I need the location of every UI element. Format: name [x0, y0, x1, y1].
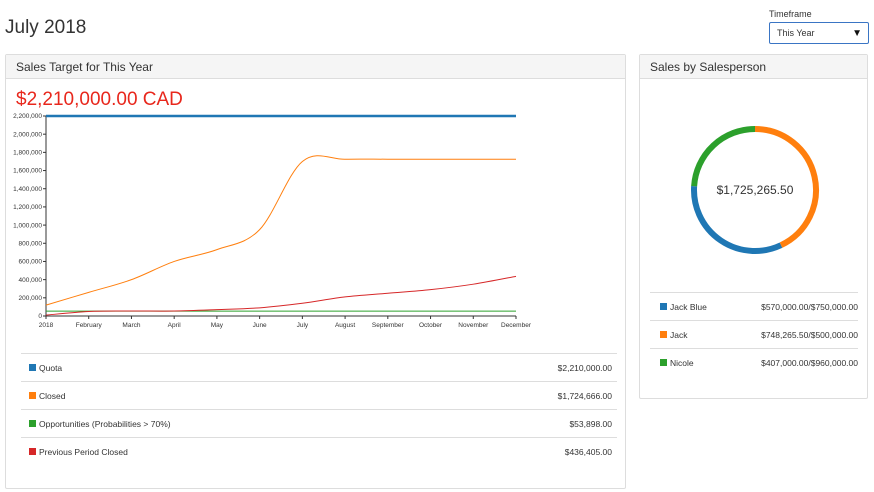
salesperson-header: Sales by Salesperson [640, 55, 867, 79]
y-tick-label: 0 [38, 313, 42, 320]
salesperson-row: Nicole $407,000.00/$960,000.00 [650, 348, 858, 376]
y-tick-label: 1,600,000 [13, 168, 42, 175]
y-tick-label: 800,000 [19, 240, 43, 247]
x-tick-label: May [211, 322, 224, 329]
sales-target-header: Sales Target for This Year [6, 55, 625, 79]
x-tick-label: December [501, 322, 532, 329]
salesperson-swatch [660, 303, 667, 310]
chevron-down-icon: ▼ [852, 27, 862, 39]
legend-swatch [29, 364, 36, 371]
page-title: July 2018 [5, 17, 87, 38]
y-tick-label: 600,000 [19, 259, 43, 266]
y-tick-label: 1,000,000 [13, 222, 42, 229]
salesperson-value: $570,000.00/$750,000.00 [761, 301, 858, 312]
salesperson-value: $407,000.00/$960,000.00 [761, 357, 858, 368]
sales-target-chart: 0 200,000 400,000 600,000 800,000 1,000,000 1,… [13, 113, 532, 329]
legend-swatch [29, 448, 36, 455]
legend-value: $436,405.00 [564, 446, 612, 457]
series-line-previous-period-closed [45, 275, 517, 316]
series-line-closed [45, 155, 516, 306]
salesperson-name: Jack [670, 329, 688, 340]
legend-value: $1,724,666.00 [557, 390, 612, 401]
y-tick-label: 400,000 [19, 277, 43, 284]
x-tick-label: February [76, 322, 103, 329]
x-tick-label: June [253, 322, 267, 329]
salesperson-row: Jack $748,265.50/$500,000.00 [650, 320, 858, 348]
legend-label: Previous Period Closed [39, 446, 128, 457]
salesperson-name: Nicole [670, 357, 694, 368]
legend-entry: Closed [29, 391, 65, 401]
y-tick-label: 200,000 [19, 295, 43, 302]
legend-swatch [29, 420, 36, 427]
legend-entry: Opportunities (Probabilities > 70%) [29, 419, 171, 429]
sales-target-value: $2,210,000.00 CAD [16, 89, 183, 110]
salesperson-swatch [660, 331, 667, 338]
x-tick-label: November [458, 322, 489, 329]
legend-row: Closed $1,724,666.00 [21, 381, 617, 409]
donut-slice-nicole [691, 126, 756, 187]
legend-entry: Quota [29, 363, 62, 373]
salesperson-value: $748,265.50/$500,000.00 [761, 329, 858, 340]
x-tick-label: August [335, 322, 355, 329]
salesperson-entry: Nicole [660, 358, 694, 368]
timeframe-control: Timeframe This Year ▼ [769, 9, 869, 44]
legend-value: $2,210,000.00 [557, 362, 612, 373]
legend-label: Closed [39, 390, 66, 401]
salesperson-entry: Jack [660, 330, 687, 340]
salesperson-donut-chart: $1,725,265.50 [691, 126, 819, 254]
legend-row: Previous Period Closed $436,405.00 [21, 437, 617, 465]
legend-swatch [29, 392, 36, 399]
x-tick-label: 2018 [39, 322, 54, 329]
timeframe-label: Timeframe [769, 9, 812, 19]
legend-value: $53,898.00 [569, 418, 612, 429]
salesperson-name: Jack Blue [670, 301, 707, 312]
y-tick-label: 1,400,000 [13, 186, 42, 193]
legend-row: Opportunities (Probabilities > 70%) $53,8… [21, 409, 617, 437]
x-tick-label: March [122, 322, 140, 329]
y-tick-label: 2,000,000 [13, 131, 42, 138]
legend-label: Quota [39, 362, 63, 373]
x-tick-label: October [419, 322, 443, 329]
donut-slice-jack-blue [691, 185, 783, 254]
x-tick-label: July [297, 322, 309, 329]
y-tick-label: 2,200,000 [13, 113, 42, 120]
timeframe-selected-value: This Year [777, 28, 815, 38]
legend-row: Quota $2,210,000.00 [21, 353, 617, 381]
sales-target-panel: Sales Target for This Year $2,210,000.00… [5, 54, 626, 489]
timeframe-select[interactable]: This Year ▼ [769, 22, 869, 44]
x-tick-label: September [372, 322, 405, 329]
y-tick-label: 1,200,000 [13, 204, 42, 211]
salesperson-swatch [660, 359, 667, 366]
sales-target-legend: Quota $2,210,000.00 Closed $1,724,666.00 Opp… [21, 353, 617, 465]
salesperson-entry: Jack Blue [660, 302, 707, 312]
salesperson-row: Jack Blue $570,000.00/$750,000.00 [650, 292, 858, 320]
salesperson-list: Jack Blue $570,000.00/$750,000.00 Jack $748… [650, 292, 858, 376]
legend-entry: Previous Period Closed [29, 447, 128, 457]
legend-label: Opportunities (Probabilities > 70%) [39, 418, 171, 429]
sales-by-salesperson-panel: Sales by Salesperson $1,725,265.50 Jack … [639, 54, 868, 399]
donut-total: $1,725,265.50 [717, 183, 794, 197]
donut-slice-jack [754, 126, 819, 248]
x-tick-label: April [168, 322, 182, 329]
y-tick-label: 1,800,000 [13, 150, 42, 157]
